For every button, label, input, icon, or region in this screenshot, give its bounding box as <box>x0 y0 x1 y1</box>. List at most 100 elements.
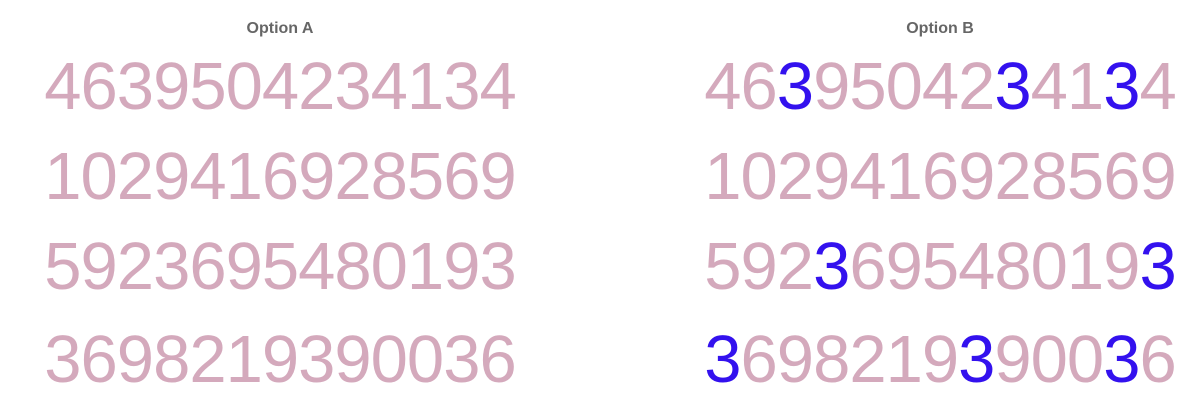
digit: 2 <box>958 49 995 124</box>
digit: 4 <box>849 139 886 214</box>
digit: 3 <box>479 229 516 304</box>
digit: 6 <box>849 229 886 304</box>
digit: 9 <box>1103 229 1140 304</box>
digit: 5 <box>849 49 886 124</box>
digit: 0 <box>1030 229 1068 304</box>
digit-row: 5923695480193 <box>660 232 1200 302</box>
digit: 5 <box>406 139 444 214</box>
digit: 4 <box>298 229 335 304</box>
digit: 3 <box>44 322 81 397</box>
digit: 9 <box>813 139 850 214</box>
digit: 3 <box>116 49 154 124</box>
digit: 2 <box>189 322 226 397</box>
digit: 9 <box>153 139 190 214</box>
digit: 9 <box>443 229 480 304</box>
digit: 0 <box>225 49 263 124</box>
digit: 0 <box>80 139 118 214</box>
digit-row: 4639504234134 <box>660 52 1200 122</box>
digit: 9 <box>334 322 371 397</box>
digit: 8 <box>813 322 850 397</box>
digit: 0 <box>885 49 923 124</box>
digit-row: 3698219390036 <box>0 325 560 395</box>
digit: 6 <box>443 139 480 214</box>
digit: 6 <box>921 139 959 214</box>
digit: 2 <box>334 139 371 214</box>
digit: 1 <box>704 139 741 214</box>
highlighted-digit: 3 <box>1103 322 1140 397</box>
digit-row: 3698219390036 <box>660 325 1200 395</box>
digit: 6 <box>189 229 226 304</box>
digit: 2 <box>116 139 154 214</box>
digit: 6 <box>479 322 516 397</box>
highlighted-digit: 3 <box>994 49 1031 124</box>
highlighted-digit: 3 <box>1103 49 1140 124</box>
digit: 9 <box>994 322 1031 397</box>
digit: 5 <box>704 229 741 304</box>
digit: 6 <box>1103 139 1140 214</box>
digit: 3 <box>443 49 480 124</box>
digit: 0 <box>1066 322 1104 397</box>
digit: 1 <box>885 139 923 214</box>
digit: 4 <box>704 49 741 124</box>
digit: 1 <box>406 229 444 304</box>
digit: 4 <box>1139 49 1176 124</box>
digit: 6 <box>1139 322 1176 397</box>
digit: 9 <box>921 322 959 397</box>
digit: 8 <box>370 139 408 214</box>
digit: 4 <box>370 49 408 124</box>
panel-title: Option B <box>906 20 974 37</box>
digit: 1 <box>1066 229 1104 304</box>
digit: 1 <box>44 139 81 214</box>
digit: 0 <box>1030 322 1068 397</box>
digit: 9 <box>261 322 299 397</box>
digit-row: 4639504234134 <box>0 52 560 122</box>
digit: 6 <box>80 322 118 397</box>
panel-option-a: Option A 4639504234134 1029416928569 592… <box>0 0 560 413</box>
digit: 5 <box>261 229 299 304</box>
digit-row: 5923695480193 <box>0 232 560 302</box>
highlighted-digit: 3 <box>1139 229 1176 304</box>
digit: 9 <box>776 322 814 397</box>
digit: 8 <box>334 229 371 304</box>
panel-title: Option A <box>246 20 314 37</box>
digit: 0 <box>370 229 408 304</box>
digit: 4 <box>44 49 81 124</box>
digit: 9 <box>958 139 995 214</box>
digit: 2 <box>849 322 886 397</box>
digit: 8 <box>994 229 1031 304</box>
digit: 6 <box>740 49 778 124</box>
digit: 5 <box>921 229 959 304</box>
highlighted-digit: 3 <box>704 322 741 397</box>
digit: 1 <box>885 322 923 397</box>
digit: 0 <box>370 322 408 397</box>
digit: 3 <box>334 49 371 124</box>
digit: 9 <box>885 229 923 304</box>
digit: 9 <box>225 229 263 304</box>
digit: 9 <box>740 229 778 304</box>
digit: 4 <box>921 49 959 124</box>
digit: 3 <box>153 229 190 304</box>
digit: 4 <box>479 49 516 124</box>
digit: 8 <box>1030 139 1068 214</box>
digit-row: 1029416928569 <box>0 142 560 212</box>
digit: 1 <box>225 139 263 214</box>
digit: 2 <box>298 49 335 124</box>
digit: 9 <box>813 49 850 124</box>
digit: 9 <box>153 49 190 124</box>
panel-option-b: Option B 4639504234134 1029416928569 592… <box>660 0 1200 413</box>
digit: 1 <box>225 322 263 397</box>
digit: 9 <box>116 322 154 397</box>
digit: 1 <box>406 49 444 124</box>
digit: 6 <box>80 49 118 124</box>
digit: 3 <box>298 322 335 397</box>
highlighted-digit: 3 <box>776 49 814 124</box>
digit: 2 <box>776 229 814 304</box>
digit: 9 <box>298 139 335 214</box>
digit: 0 <box>406 322 444 397</box>
digit: 3 <box>443 322 480 397</box>
digit: 4 <box>1030 49 1068 124</box>
digit: 2 <box>994 139 1031 214</box>
digit: 5 <box>44 229 81 304</box>
digit: 2 <box>776 139 814 214</box>
